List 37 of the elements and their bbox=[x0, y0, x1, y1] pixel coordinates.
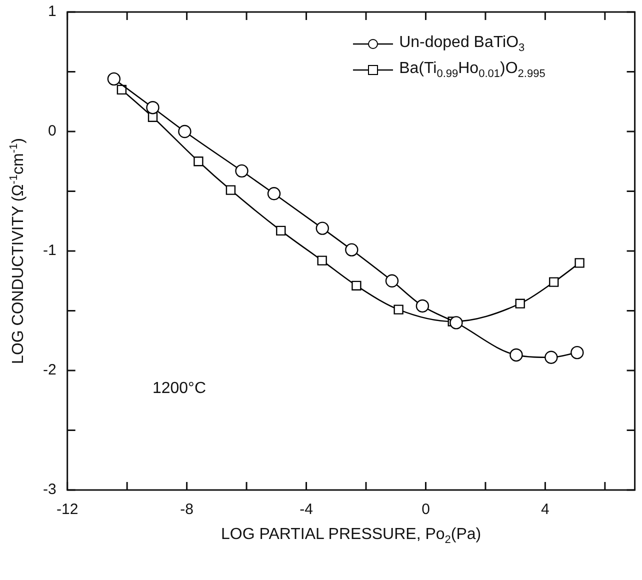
point bbox=[107, 72, 121, 86]
x-tick-label: 0 bbox=[422, 501, 430, 518]
y-tick-label: 1 bbox=[48, 3, 56, 20]
x-tick-label: -12 bbox=[56, 501, 78, 518]
point bbox=[570, 346, 584, 360]
point bbox=[194, 156, 204, 166]
point bbox=[226, 185, 236, 195]
legend-label: Un-doped BaTiO$_{3}$ bbox=[399, 34, 525, 54]
legend-label: Ba(Ti$_{0.99}$Ho$_{0.01}$)O$_{2.995}$ bbox=[399, 60, 546, 80]
point bbox=[116, 84, 127, 95]
point bbox=[178, 124, 192, 138]
point bbox=[317, 256, 327, 266]
x-tick-label: -4 bbox=[300, 501, 313, 518]
point bbox=[416, 299, 430, 313]
x-tick-label: 4 bbox=[541, 501, 550, 518]
point bbox=[267, 187, 281, 200]
point bbox=[510, 348, 523, 362]
point bbox=[146, 101, 160, 114]
y-tick-label: -1 bbox=[42, 242, 56, 260]
point bbox=[352, 280, 362, 290]
x-axis-title: LOG PARTIAL PRESSURE, Po$_{2}$(Pa) bbox=[220, 526, 482, 546]
point bbox=[574, 258, 584, 268]
point bbox=[276, 226, 286, 236]
point bbox=[515, 298, 525, 308]
y-tick-label: 0 bbox=[48, 122, 56, 140]
point bbox=[544, 350, 558, 364]
point bbox=[394, 304, 404, 314]
point bbox=[316, 222, 329, 235]
point bbox=[235, 164, 248, 178]
point bbox=[549, 277, 559, 287]
x-tick-label: -8 bbox=[180, 501, 194, 518]
y-tick-label: -2 bbox=[42, 362, 56, 379]
point bbox=[385, 274, 399, 288]
annotation: 1200°C bbox=[152, 380, 206, 398]
point bbox=[345, 243, 358, 256]
y-tick-label: -3 bbox=[42, 481, 56, 498]
point bbox=[450, 316, 463, 330]
